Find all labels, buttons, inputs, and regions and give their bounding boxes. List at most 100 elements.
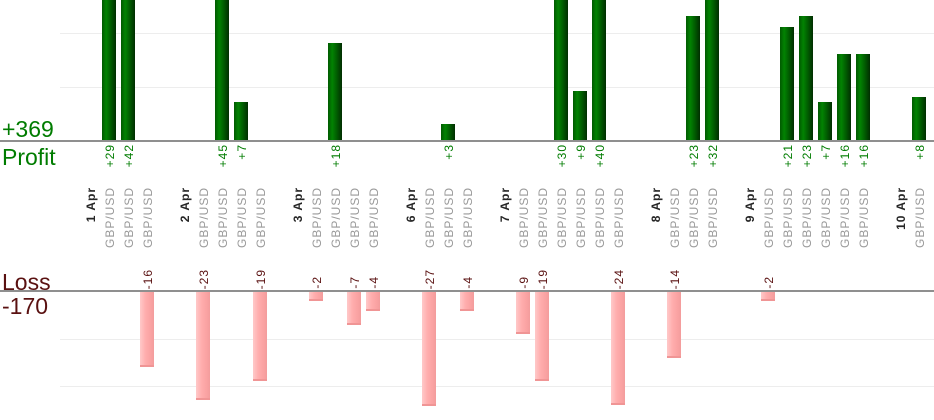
trade-column: GBP/USD +7 bbox=[816, 0, 835, 420]
instrument-label: GBP/USD bbox=[102, 187, 117, 249]
instrument-label: GBP/USD bbox=[140, 187, 155, 249]
trade-column: GBP/USD +21 bbox=[778, 0, 797, 420]
loss-bar bbox=[140, 292, 154, 368]
trade-column: GBP/USD +45 bbox=[213, 0, 232, 420]
trade-column: GBP/USD -4 bbox=[364, 0, 383, 420]
profit-value-label: +23 bbox=[686, 144, 701, 168]
trade-column: GBP/USD +23 bbox=[797, 0, 816, 420]
trade-column: GBP/USD +42 bbox=[119, 0, 138, 420]
profit-value-label: +3 bbox=[441, 144, 456, 160]
profit-value-label: +40 bbox=[592, 144, 607, 168]
trade-column: GBP/USD -19 bbox=[251, 0, 270, 420]
trade-column: GBP/USD -27 bbox=[420, 0, 439, 420]
date-column: 8 Apr bbox=[646, 0, 665, 420]
day-group: 1 Apr GBP/USD +29 GBP/USD +42 GBP/USD -16 bbox=[81, 0, 157, 420]
instrument-label: GBP/USD bbox=[686, 187, 701, 249]
date-label: 8 Apr bbox=[648, 187, 663, 223]
profit-bar bbox=[441, 123, 455, 140]
day-group: 2 Apr GBP/USD -23 GBP/USD +45 GBP/USD +7 GBP/US… bbox=[175, 0, 270, 420]
loss-total: -170 bbox=[2, 293, 49, 319]
instrument-label: GBP/USD bbox=[818, 187, 833, 249]
date-column: 7 Apr bbox=[495, 0, 514, 420]
loss-value-label: -19 bbox=[535, 268, 550, 289]
loss-bar bbox=[366, 292, 380, 311]
day-group: 7 Apr GBP/USD -9 GBP/USD -19 GBP/USD +30 GBP/US… bbox=[495, 0, 628, 420]
loss-bar bbox=[347, 292, 361, 325]
profit-gridline-10 bbox=[60, 87, 934, 88]
instrument-label: GBP/USD bbox=[592, 187, 607, 249]
trade-column: GBP/USD -24 bbox=[609, 0, 628, 420]
loss-value-label: -16 bbox=[140, 268, 155, 289]
instrument-label: GBP/USD bbox=[196, 187, 211, 249]
loss-value-label: -2 bbox=[761, 276, 776, 289]
trade-column: GBP/USD +23 bbox=[684, 0, 703, 420]
profit-value-label: +32 bbox=[705, 144, 720, 168]
loss-bar bbox=[667, 292, 681, 358]
trade-column: GBP/USD -9 bbox=[514, 0, 533, 420]
chart-columns: 1 Apr GBP/USD +29 GBP/USD +42 GBP/USD -16 2 Apr… bbox=[81, 0, 934, 420]
profit-value-label: +30 bbox=[554, 144, 569, 168]
loss-value-label: -4 bbox=[366, 276, 381, 289]
trade-column: GBP/USD +3 bbox=[439, 0, 458, 420]
profit-value-label: +45 bbox=[215, 144, 230, 168]
day-group: 3 Apr GBP/USD -2 GBP/USD +18 GBP/USD -7 GBP/USD… bbox=[288, 0, 383, 420]
trade-column: GBP/USD -2 bbox=[759, 0, 778, 420]
loss-bar bbox=[516, 292, 530, 335]
instrument-label: GBP/USD bbox=[309, 187, 324, 249]
loss-axis-line bbox=[0, 290, 934, 292]
date-label: 7 Apr bbox=[497, 187, 512, 223]
profit-bar bbox=[686, 15, 700, 140]
instrument-label: GBP/USD bbox=[441, 187, 456, 249]
profit-value-label: +16 bbox=[837, 144, 852, 168]
loss-bar bbox=[611, 292, 625, 405]
profit-bar bbox=[912, 96, 926, 140]
date-column: 2 Apr bbox=[175, 0, 194, 420]
profit-bar bbox=[328, 42, 342, 140]
instrument-label: GBP/USD bbox=[611, 187, 626, 249]
profit-bar bbox=[705, 0, 719, 140]
date-label: 3 Apr bbox=[290, 187, 305, 223]
trade-column: GBP/USD +9 bbox=[571, 0, 590, 420]
profit-bar bbox=[573, 91, 587, 140]
instrument-label: GBP/USD bbox=[799, 187, 814, 249]
profit-value-label: +21 bbox=[780, 144, 795, 168]
date-label: 10 Apr bbox=[893, 187, 908, 230]
loss-value-label: -19 bbox=[253, 268, 268, 289]
profit-value-label: +42 bbox=[121, 144, 136, 168]
profit-bar bbox=[818, 102, 832, 140]
trade-column: GBP/USD +29 bbox=[100, 0, 119, 420]
instrument-label: GBP/USD bbox=[837, 187, 852, 249]
day-group: 6 Apr GBP/USD -27 GBP/USD +3 GBP/USD -4 bbox=[401, 0, 477, 420]
instrument-label: GBP/USD bbox=[761, 187, 776, 249]
instrument-label: GBP/USD bbox=[516, 187, 531, 249]
loss-gridline-10 bbox=[60, 339, 934, 340]
profit-value-label: +23 bbox=[799, 144, 814, 168]
instrument-label: GBP/USD bbox=[573, 187, 588, 249]
loss-gridline-20 bbox=[60, 386, 934, 387]
profit-bar bbox=[554, 0, 568, 140]
loss-value-label: -9 bbox=[516, 276, 531, 289]
trade-column: GBP/USD +40 bbox=[590, 0, 609, 420]
loss-value-label: -24 bbox=[611, 268, 626, 289]
date-label: 1 Apr bbox=[83, 187, 98, 223]
loss-bar bbox=[535, 292, 549, 382]
profit-value-label: +29 bbox=[102, 144, 117, 168]
loss-bar bbox=[253, 292, 267, 382]
profit-axis-label: Profit bbox=[2, 144, 56, 170]
date-column: 6 Apr bbox=[401, 0, 420, 420]
loss-value-label: -2 bbox=[309, 276, 324, 289]
trade-column: GBP/USD +18 bbox=[326, 0, 345, 420]
instrument-label: GBP/USD bbox=[422, 187, 437, 249]
instrument-label: GBP/USD bbox=[460, 187, 475, 249]
trade-column: GBP/USD -14 bbox=[665, 0, 684, 420]
trade-column: GBP/USD -23 bbox=[194, 0, 213, 420]
trade-column: GBP/USD +16 bbox=[854, 0, 873, 420]
instrument-label: GBP/USD bbox=[912, 187, 927, 249]
instrument-label: GBP/USD bbox=[705, 187, 720, 249]
profit-value-label: +18 bbox=[328, 144, 343, 168]
loss-value-label: -7 bbox=[347, 276, 362, 289]
profit-bar bbox=[121, 0, 135, 140]
instrument-label: GBP/USD bbox=[215, 187, 230, 249]
profit-bar bbox=[234, 102, 248, 140]
